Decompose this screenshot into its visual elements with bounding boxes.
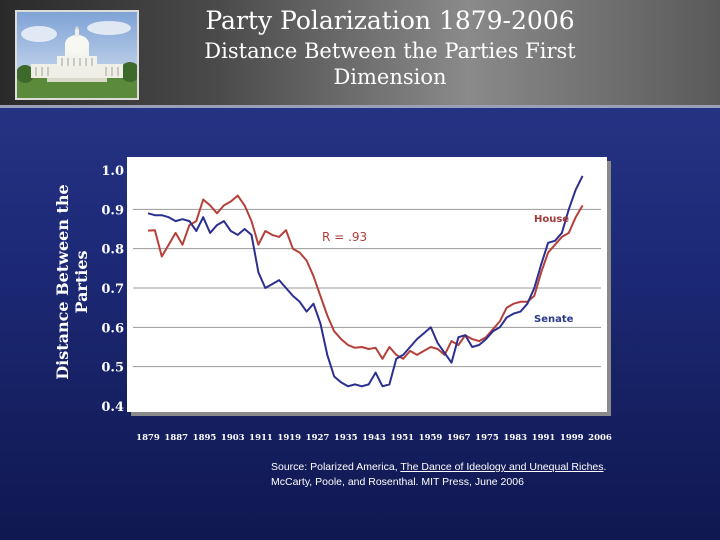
x-tick-label: 1983 [503, 433, 527, 443]
slide-title: Party Polarization 1879-2006 [205, 6, 575, 35]
senate-series-line [147, 175, 584, 388]
x-tick-label: 1959 [419, 433, 443, 443]
y-tick-label: 0.4 [101, 400, 124, 415]
senate-series-label: Senate [534, 314, 574, 325]
x-tick-label: 2006 [588, 433, 612, 443]
y-tick-label: 0.9 [101, 203, 124, 218]
source-prefix: Source: Polarized America, [271, 461, 401, 473]
x-tick-label: 1975 [475, 433, 499, 443]
capitol-building-image [17, 12, 137, 98]
source-book-title: The Dance of Ideology and Unequal Riches [400, 461, 604, 473]
x-tick-label: 1991 [532, 433, 556, 443]
house-series-label: House [534, 214, 569, 225]
capitol-photo [15, 10, 139, 100]
header-divider [0, 105, 720, 108]
y-tick-label: 0.6 [101, 321, 124, 336]
x-tick-label: 1999 [560, 433, 584, 443]
x-tick-label: 1895 [193, 433, 217, 443]
x-tick-label: 1935 [334, 433, 358, 443]
y-tick-label: 0.7 [101, 282, 124, 297]
y-tick-label: 0.8 [101, 243, 124, 258]
x-tick-label: 1887 [164, 433, 188, 443]
correlation-annotation: R = .93 [322, 230, 367, 244]
x-tick-label: 1911 [249, 433, 273, 443]
source-suffix: . McCarty, Poole, and Rosenthal. MIT Pre… [271, 461, 607, 488]
y-tick-label: 0.5 [101, 361, 124, 376]
y-tick-label: 1.0 [101, 164, 124, 179]
plot-area [127, 157, 607, 412]
x-tick-label: 1951 [390, 433, 414, 443]
x-tick-label: 1879 [136, 433, 160, 443]
slide-subtitle: Distance Between the Parties First Dimen… [204, 39, 576, 89]
x-tick-label: 1943 [362, 433, 386, 443]
x-tick-label: 1927 [306, 433, 330, 443]
x-tick-label: 1967 [447, 433, 471, 443]
source-citation: Source: Polarized America, The Dance of … [271, 460, 631, 490]
x-tick-label: 1919 [277, 433, 301, 443]
x-tick-label: 1903 [221, 433, 245, 443]
house-series-line [147, 194, 584, 360]
